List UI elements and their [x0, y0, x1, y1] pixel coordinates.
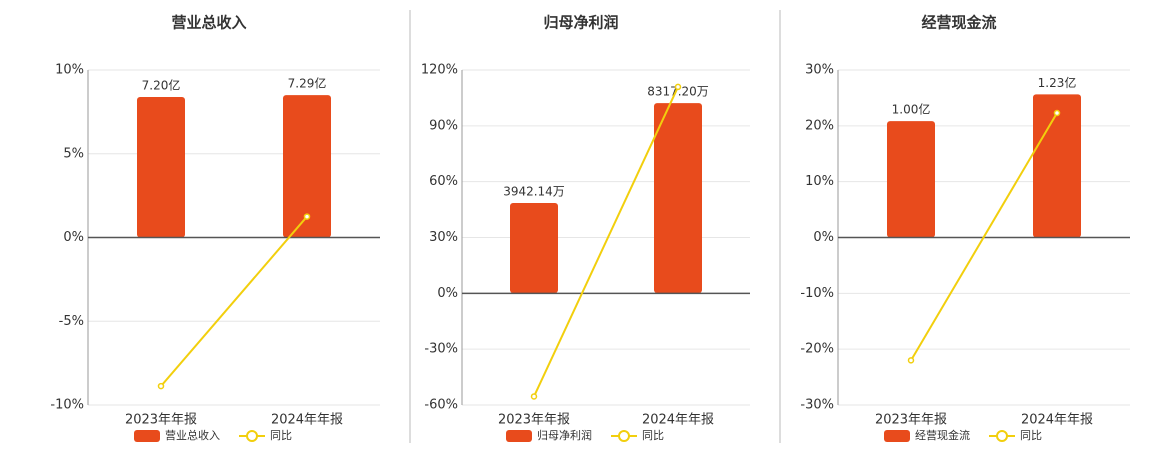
y-tick-label: 30%	[429, 230, 458, 245]
x-tick-label: 2023年年报	[125, 413, 197, 428]
legend-swatch	[996, 430, 1008, 442]
y-tick-label: 10%	[55, 63, 84, 78]
legend-swatch	[618, 430, 630, 442]
y-tick-label: -30%	[424, 342, 458, 357]
y-tick-label: 120%	[421, 63, 458, 78]
legend-label: 经营现金流	[915, 428, 970, 442]
point	[907, 357, 915, 364]
chart-title: 经营现金流	[921, 14, 996, 32]
line	[160, 215, 308, 387]
point	[530, 393, 538, 400]
legend-label: 营业总收入	[165, 428, 220, 442]
x-tick-label: 2023年年报	[875, 413, 947, 428]
y-tick-label: -10%	[800, 286, 834, 301]
y-tick-label: -20%	[800, 342, 834, 357]
y-tick-label: 5%	[63, 146, 84, 161]
x-tick-label: 2024年年报	[1021, 413, 1093, 428]
y-tick-label: 90%	[429, 118, 458, 133]
bar	[137, 96, 185, 238]
bar	[510, 202, 558, 294]
y-tick-label: 0%	[63, 230, 84, 245]
data-label: 8317.20万	[647, 85, 709, 99]
line	[910, 112, 1058, 361]
y-tick-label: -60%	[424, 398, 458, 413]
legend-swatch	[246, 430, 258, 442]
legend-label: 同比	[1020, 429, 1042, 442]
legend-label: 同比	[642, 429, 664, 442]
legend-label: 同比	[270, 429, 292, 442]
y-tick-label: 0%	[437, 286, 458, 301]
point	[674, 83, 682, 91]
bar	[1033, 94, 1081, 238]
legend-swatch	[884, 430, 910, 442]
y-tick-label: 60%	[429, 174, 458, 189]
x-tick-label: 2024年年报	[642, 413, 714, 428]
data-label: 1.23亿	[1038, 75, 1077, 90]
y-tick-label: 10%	[805, 174, 834, 189]
data-label: 3942.14万	[503, 184, 565, 198]
data-label: 7.20亿	[142, 77, 181, 92]
y-tick-label: 0%	[813, 230, 834, 245]
legend-label: 归母净利润	[537, 428, 592, 442]
chart-title: 营业总收入	[171, 14, 246, 32]
y-tick-label: -30%	[800, 398, 834, 413]
bar	[283, 95, 331, 238]
legend-swatch	[134, 430, 160, 442]
point	[303, 213, 311, 220]
line	[533, 86, 679, 397]
legend-swatch	[506, 430, 532, 442]
bar	[654, 103, 702, 294]
data-label: 1.00亿	[892, 102, 931, 117]
x-tick-label: 2023年年报	[498, 413, 570, 428]
point	[1053, 109, 1061, 117]
bar	[887, 121, 935, 238]
y-tick-label: 20%	[805, 118, 834, 133]
y-tick-label: -10%	[50, 398, 84, 413]
chart-title: 归母净利润	[543, 14, 618, 32]
x-tick-label: 2024年年报	[271, 413, 343, 428]
point	[157, 382, 165, 390]
y-tick-label: 30%	[805, 63, 834, 78]
y-tick-label: -5%	[59, 314, 84, 329]
data-label: 7.29亿	[288, 76, 327, 91]
